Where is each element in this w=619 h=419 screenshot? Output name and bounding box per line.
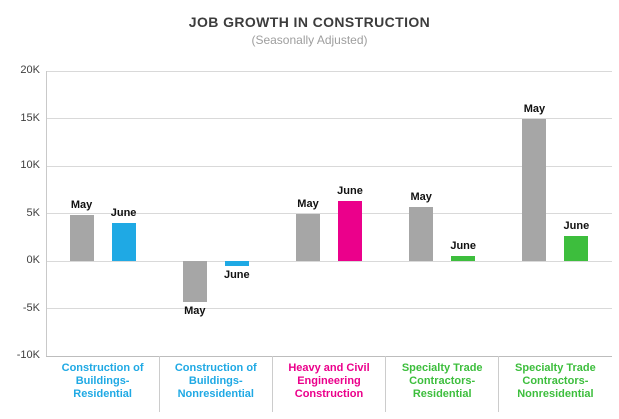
category-label-4: Specialty Trade Contractors- Residential	[386, 362, 499, 401]
bar-label-may: May	[184, 304, 206, 317]
category-separator	[158, 356, 160, 412]
gridline	[46, 165, 612, 167]
category-label-line: Contractors-	[409, 375, 476, 387]
category-label-2: Construction of Buildings- Nonresidential	[159, 362, 272, 401]
gridline	[46, 118, 612, 119]
category-label-line: Contractors-	[522, 375, 589, 387]
bar-june-2	[224, 261, 249, 266]
chart-subtitle: (Seasonally Adjusted)	[251, 33, 368, 47]
bar-label-june: June	[563, 220, 590, 233]
chart-title: JOB GROWTH IN CONSTRUCTION	[188, 14, 431, 30]
category-separator	[271, 356, 273, 412]
bar-june-3	[338, 201, 362, 261]
category-label-line: Nonresidential	[517, 388, 594, 400]
bar-may-3	[296, 213, 320, 261]
bar-may-4	[409, 206, 434, 261]
category-label-line: Specialty Trade	[401, 362, 483, 374]
bar-june-1	[111, 223, 136, 261]
bar-label-may: May	[410, 190, 432, 203]
bar-label-june: June	[223, 268, 250, 281]
category-label-line: Buildings-	[75, 375, 130, 387]
category-separator	[385, 356, 387, 412]
category-label-line: Residential	[412, 388, 472, 400]
category-label-line: Residential	[73, 388, 132, 400]
y-tick-label: -10K	[16, 349, 40, 361]
category-label-line: Specialty Trade	[515, 362, 596, 374]
y-tick-label: 20K	[20, 64, 40, 76]
category-label-line: Construction of	[61, 362, 144, 374]
gridline	[46, 355, 612, 357]
bar-label-may: May	[523, 103, 546, 116]
bar-label-june: June	[450, 240, 477, 253]
gridline	[46, 213, 612, 214]
category-label-line: Buildings-	[188, 375, 243, 387]
bar-label-may: May	[297, 197, 319, 210]
category-label-1: Construction of Buildings- Residential	[46, 362, 159, 401]
bar-june-4	[451, 256, 476, 261]
y-tick-label: 5K	[26, 206, 40, 219]
gridline	[46, 70, 612, 72]
gridline	[46, 308, 612, 309]
bar-may-2	[182, 261, 207, 302]
bar-label-june: June	[337, 185, 363, 198]
category-label-3: Heavy and Civil Engineering Construction	[272, 362, 385, 401]
category-label-line: Heavy and Civil	[288, 362, 370, 374]
bar-may-5	[522, 119, 547, 261]
bar-june-5	[564, 236, 589, 261]
y-axis-line	[45, 71, 47, 356]
category-separator	[498, 356, 500, 412]
category-label-line: Engineering	[297, 375, 361, 387]
bar-label-may: May	[70, 199, 93, 212]
category-label-5: Specialty Trade Contractors- Nonresidentia…	[499, 362, 612, 401]
category-label-line: Nonresidential	[177, 388, 254, 400]
category-label-line: Construction of	[174, 362, 257, 374]
gridline	[46, 260, 612, 262]
bar-label-june: June	[110, 207, 137, 219]
y-tick-label: 10K	[20, 159, 40, 171]
y-tick-label: 15K	[20, 111, 40, 124]
y-tick-label: -5K	[22, 301, 40, 314]
y-tick-label: 0K	[26, 254, 40, 266]
category-label-line: Construction	[294, 388, 364, 400]
bar-may-1	[69, 215, 94, 261]
